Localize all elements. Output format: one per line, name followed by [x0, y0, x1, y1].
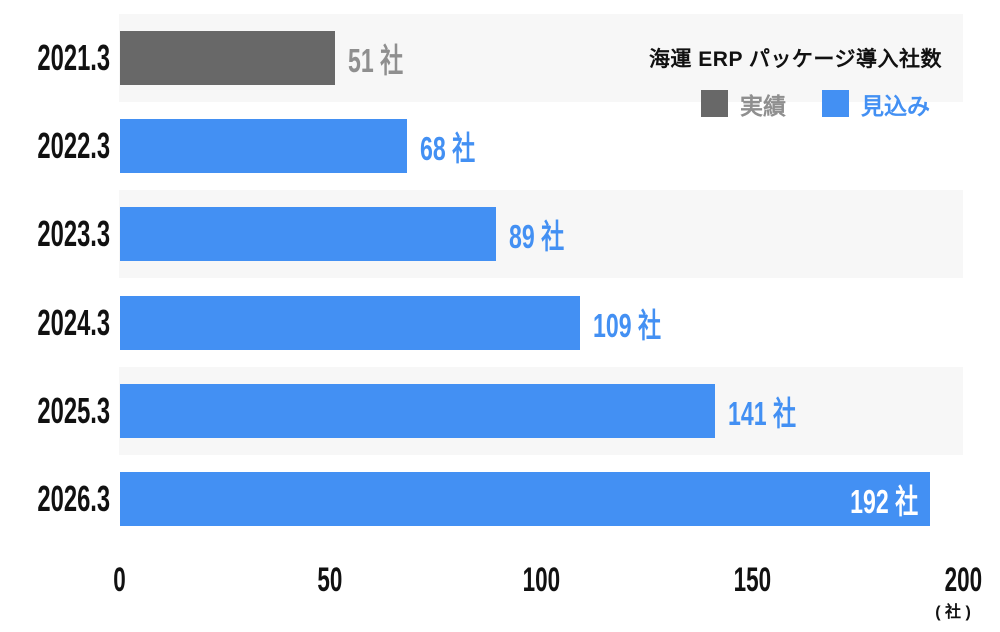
bar-2024.3-forecast [120, 295, 580, 350]
x-axis-tick-0: 0 [112, 561, 126, 599]
bar-2022.3-forecast [120, 119, 407, 174]
bar-2026.3-forecast [120, 471, 931, 526]
legend: 実績 見込み [701, 90, 930, 119]
value-label-2022.3: 68 社 [419, 130, 476, 168]
bar-2025.3-forecast [120, 383, 716, 438]
chart-row-2021.3: 2021.3 51 社 [0, 14, 1000, 103]
legend-swatch-actual [701, 90, 728, 117]
chart-row-2023.3: 2023.3 89 社 [0, 190, 1000, 279]
category-label-2021.3: 2021.3 [37, 37, 110, 79]
value-label-2023.3: 89 社 [508, 218, 564, 256]
chart-row-2025.3: 2025.3 141 社 [0, 366, 1000, 455]
value-label-2025.3: 141 社 [728, 394, 797, 432]
category-label-2023.3: 2023.3 [37, 213, 110, 255]
value-label-2024.3: 109 社 [592, 306, 662, 344]
bar-2023.3-forecast [120, 207, 496, 262]
x-axis-tick-50: 50 [317, 561, 343, 599]
chart-row-2024.3: 2024.3 109 社 [0, 278, 1000, 367]
value-label-2026.3: 192 社 [850, 482, 919, 520]
value-label-2021.3: 51 社 [348, 42, 404, 80]
chart-row-2022.3: 2022.3 68 社 [0, 102, 1000, 191]
category-label-2024.3: 2024.3 [37, 301, 110, 343]
x-axis-tick-100: 100 [522, 561, 560, 599]
x-axis-tick-200: 200 [944, 561, 982, 599]
chart-title: 海運 ERP パッケージ導入社数 [648, 48, 942, 71]
x-axis-unit-label: ( 社 ) [935, 604, 971, 621]
chart-row-2026.3: 2026.3 192 社 [0, 454, 1000, 543]
category-label-2022.3: 2022.3 [37, 125, 110, 167]
legend-label-forecast: 見込み [861, 92, 930, 119]
legend-label-actual: 実績 [740, 92, 786, 119]
legend-swatch-forecast [822, 90, 849, 117]
category-label-2025.3: 2025.3 [37, 389, 110, 431]
category-label-2026.3: 2026.3 [37, 477, 110, 519]
bar-2021.3-actual [120, 31, 336, 85]
x-axis-tick-150: 150 [733, 561, 771, 599]
